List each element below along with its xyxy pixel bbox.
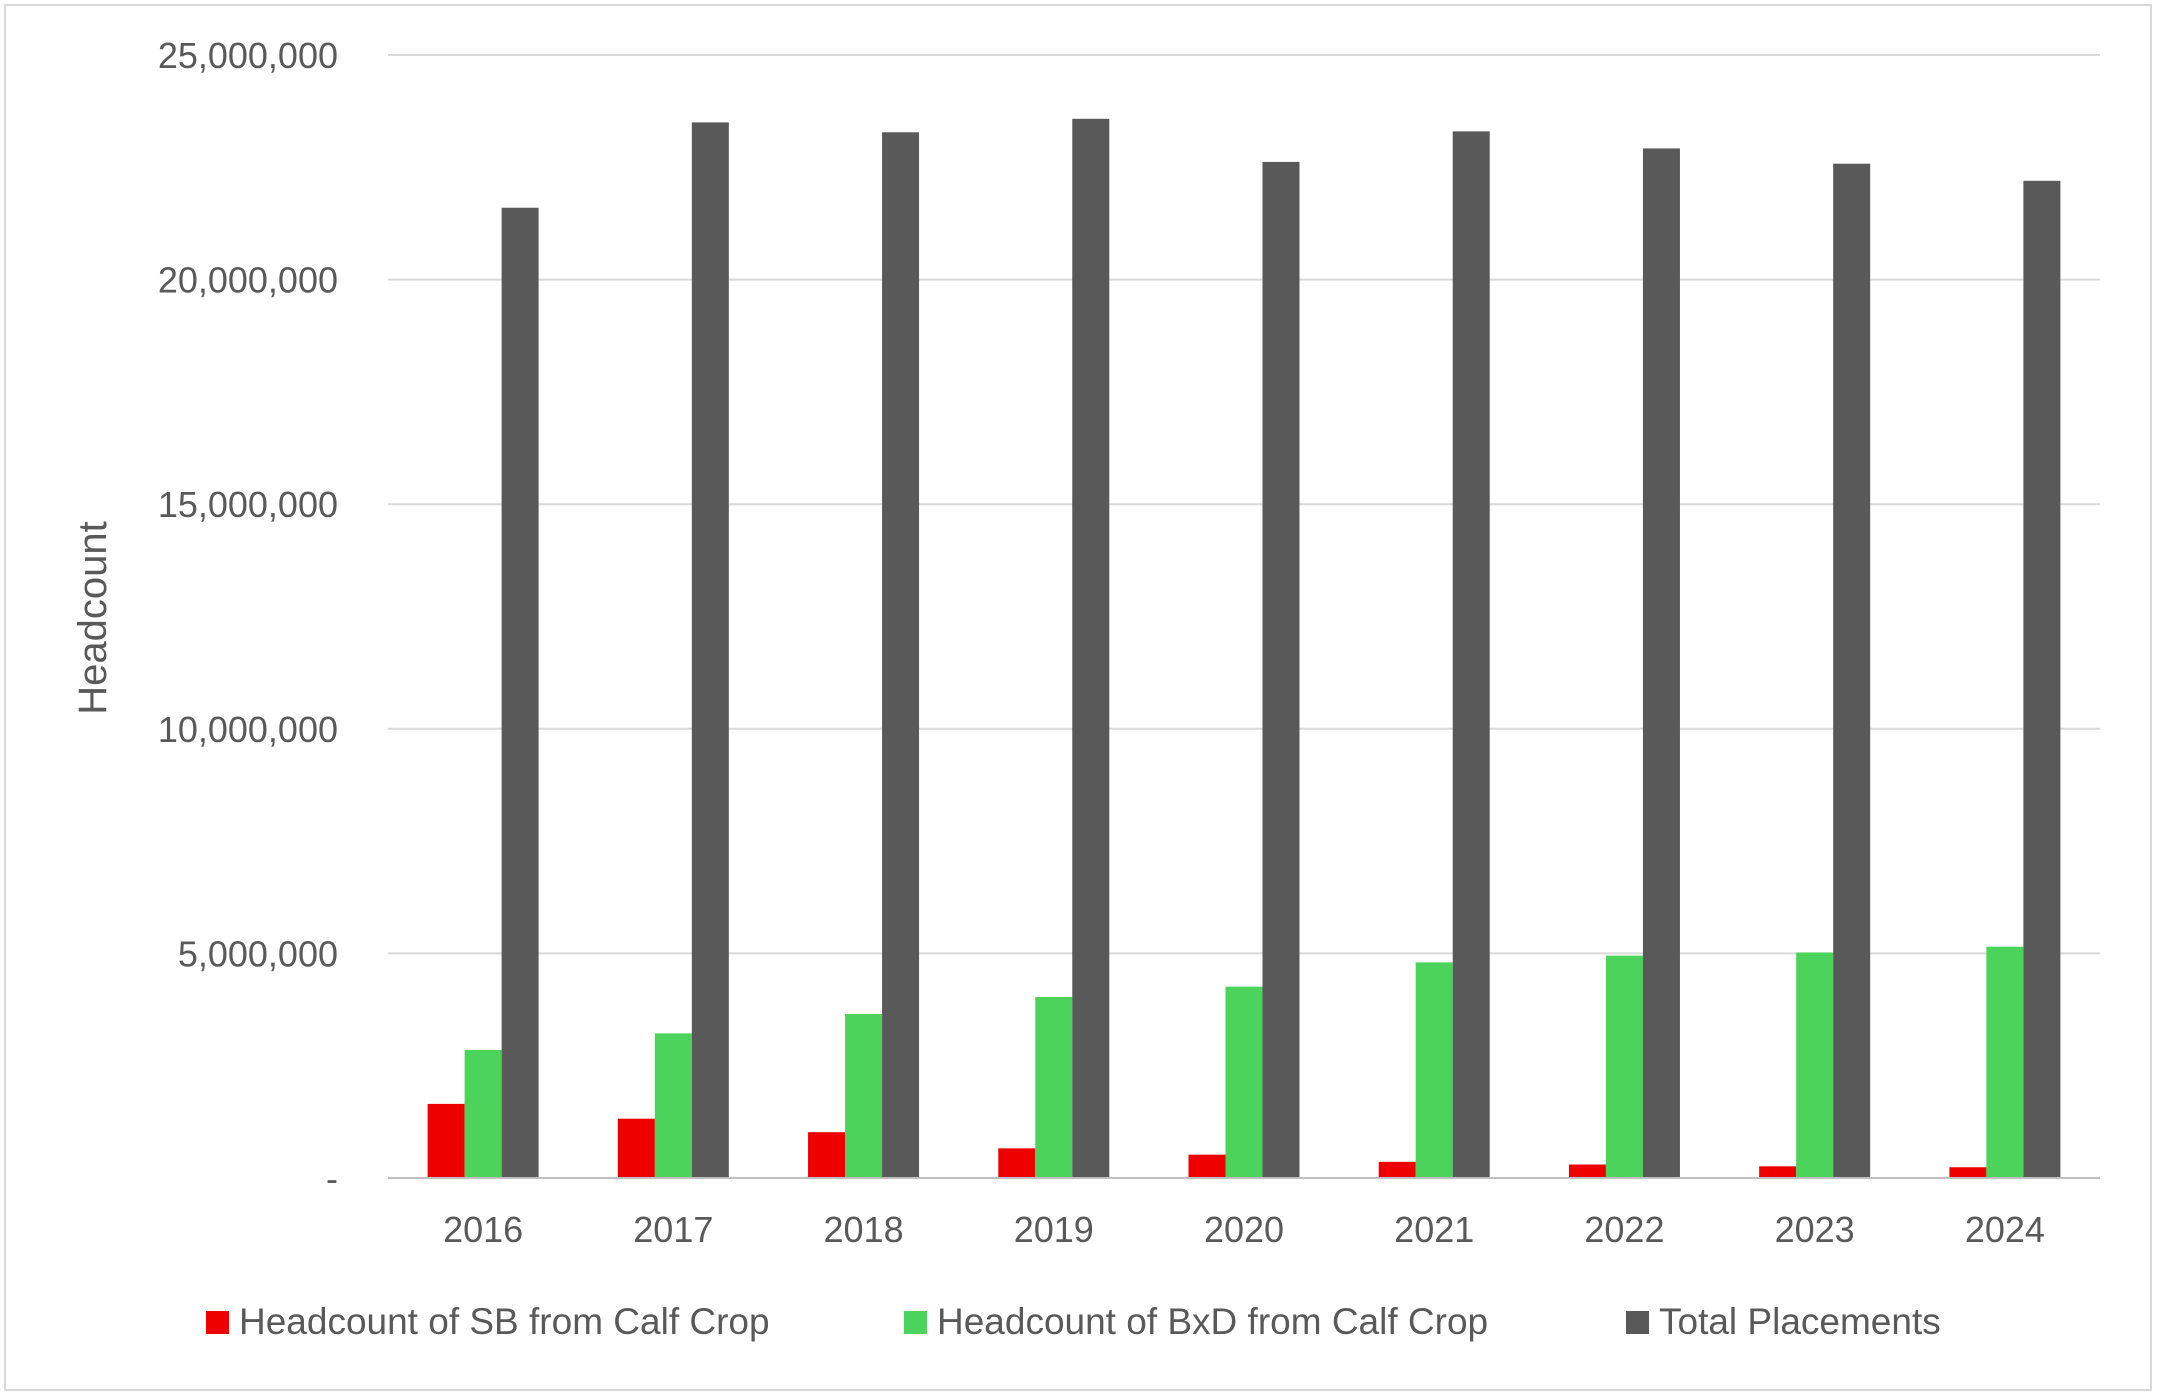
x-tick-label: 2017 — [633, 1209, 713, 1250]
x-tick-label: 2021 — [1394, 1209, 1474, 1250]
bar-2017-series-2 — [654, 1033, 692, 1178]
bar-2017-series-3 — [691, 122, 729, 1178]
bar-2018-series-1 — [808, 1132, 846, 1178]
bar-2018-series-3 — [882, 132, 920, 1178]
bar-2024-series-1 — [1949, 1167, 1987, 1178]
legend-swatch-1 — [206, 1311, 229, 1334]
legend-label-1: Headcount of SB from Calf Crop — [239, 1301, 770, 1342]
bar-2022-series-3 — [1642, 148, 1680, 1178]
bars — [427, 118, 2061, 1179]
x-tick-label: 2019 — [1014, 1209, 1094, 1250]
bar-2019-series-3 — [1072, 118, 1110, 1179]
y-tick-label: 15,000,000 — [158, 484, 338, 525]
x-tick-label: 2022 — [1584, 1209, 1664, 1250]
x-tick-label: 2023 — [1775, 1209, 1855, 1250]
legend-label-3: Total Placements — [1659, 1301, 1941, 1342]
bar-2017-series-1 — [617, 1118, 655, 1178]
y-axis-tick-labels: - 5,000,000 10,000,000 15,000,000 20,000,000… — [158, 35, 338, 1199]
bar-2023-series-2 — [1796, 952, 1834, 1178]
bar-2022-series-2 — [1605, 955, 1643, 1178]
legend-swatch-3 — [1626, 1311, 1649, 1334]
x-tick-label: 2016 — [443, 1209, 523, 1250]
legend: Headcount of SB from Calf Crop Headcount … — [206, 1301, 1941, 1342]
bar-2024-series-3 — [2023, 180, 2061, 1178]
bar-2023-series-3 — [1833, 163, 1871, 1178]
bar-2023-series-1 — [1759, 1166, 1797, 1178]
bar-2022-series-1 — [1568, 1164, 1606, 1178]
bar-2020-series-1 — [1188, 1154, 1226, 1178]
bar-2024-series-2 — [1986, 946, 2024, 1178]
bar-2019-series-2 — [1035, 996, 1073, 1178]
legend-swatch-2 — [904, 1311, 927, 1334]
bar-2016-series-3 — [501, 207, 539, 1178]
bar-2021-series-3 — [1452, 131, 1490, 1178]
x-tick-label: 2024 — [1965, 1209, 2045, 1250]
y-tick-label: 5,000,000 — [178, 933, 338, 974]
y-axis-title: Headcount — [71, 521, 115, 714]
bar-2020-series-2 — [1225, 986, 1263, 1178]
y-tick-label: 20,000,000 — [158, 260, 338, 301]
bar-2021-series-1 — [1378, 1161, 1416, 1178]
x-tick-label: 2018 — [824, 1209, 904, 1250]
y-tick-label: 10,000,000 — [158, 709, 338, 750]
bar-2021-series-2 — [1415, 962, 1453, 1178]
bar-2018-series-2 — [845, 1014, 883, 1178]
y-tick-label: 25,000,000 — [158, 35, 338, 76]
bar-2019-series-1 — [998, 1148, 1036, 1178]
bar-2020-series-3 — [1262, 161, 1300, 1178]
bar-2016-series-2 — [464, 1049, 502, 1178]
bar-2016-series-1 — [427, 1103, 465, 1178]
x-tick-label: 2020 — [1204, 1209, 1284, 1250]
y-tick-label: - — [326, 1158, 338, 1199]
x-axis-tick-labels: 2016 2017 2018 2019 2020 2021 2022 2023 2024 — [443, 1209, 2045, 1250]
legend-label-2: Headcount of BxD from Calf Crop — [937, 1301, 1488, 1342]
